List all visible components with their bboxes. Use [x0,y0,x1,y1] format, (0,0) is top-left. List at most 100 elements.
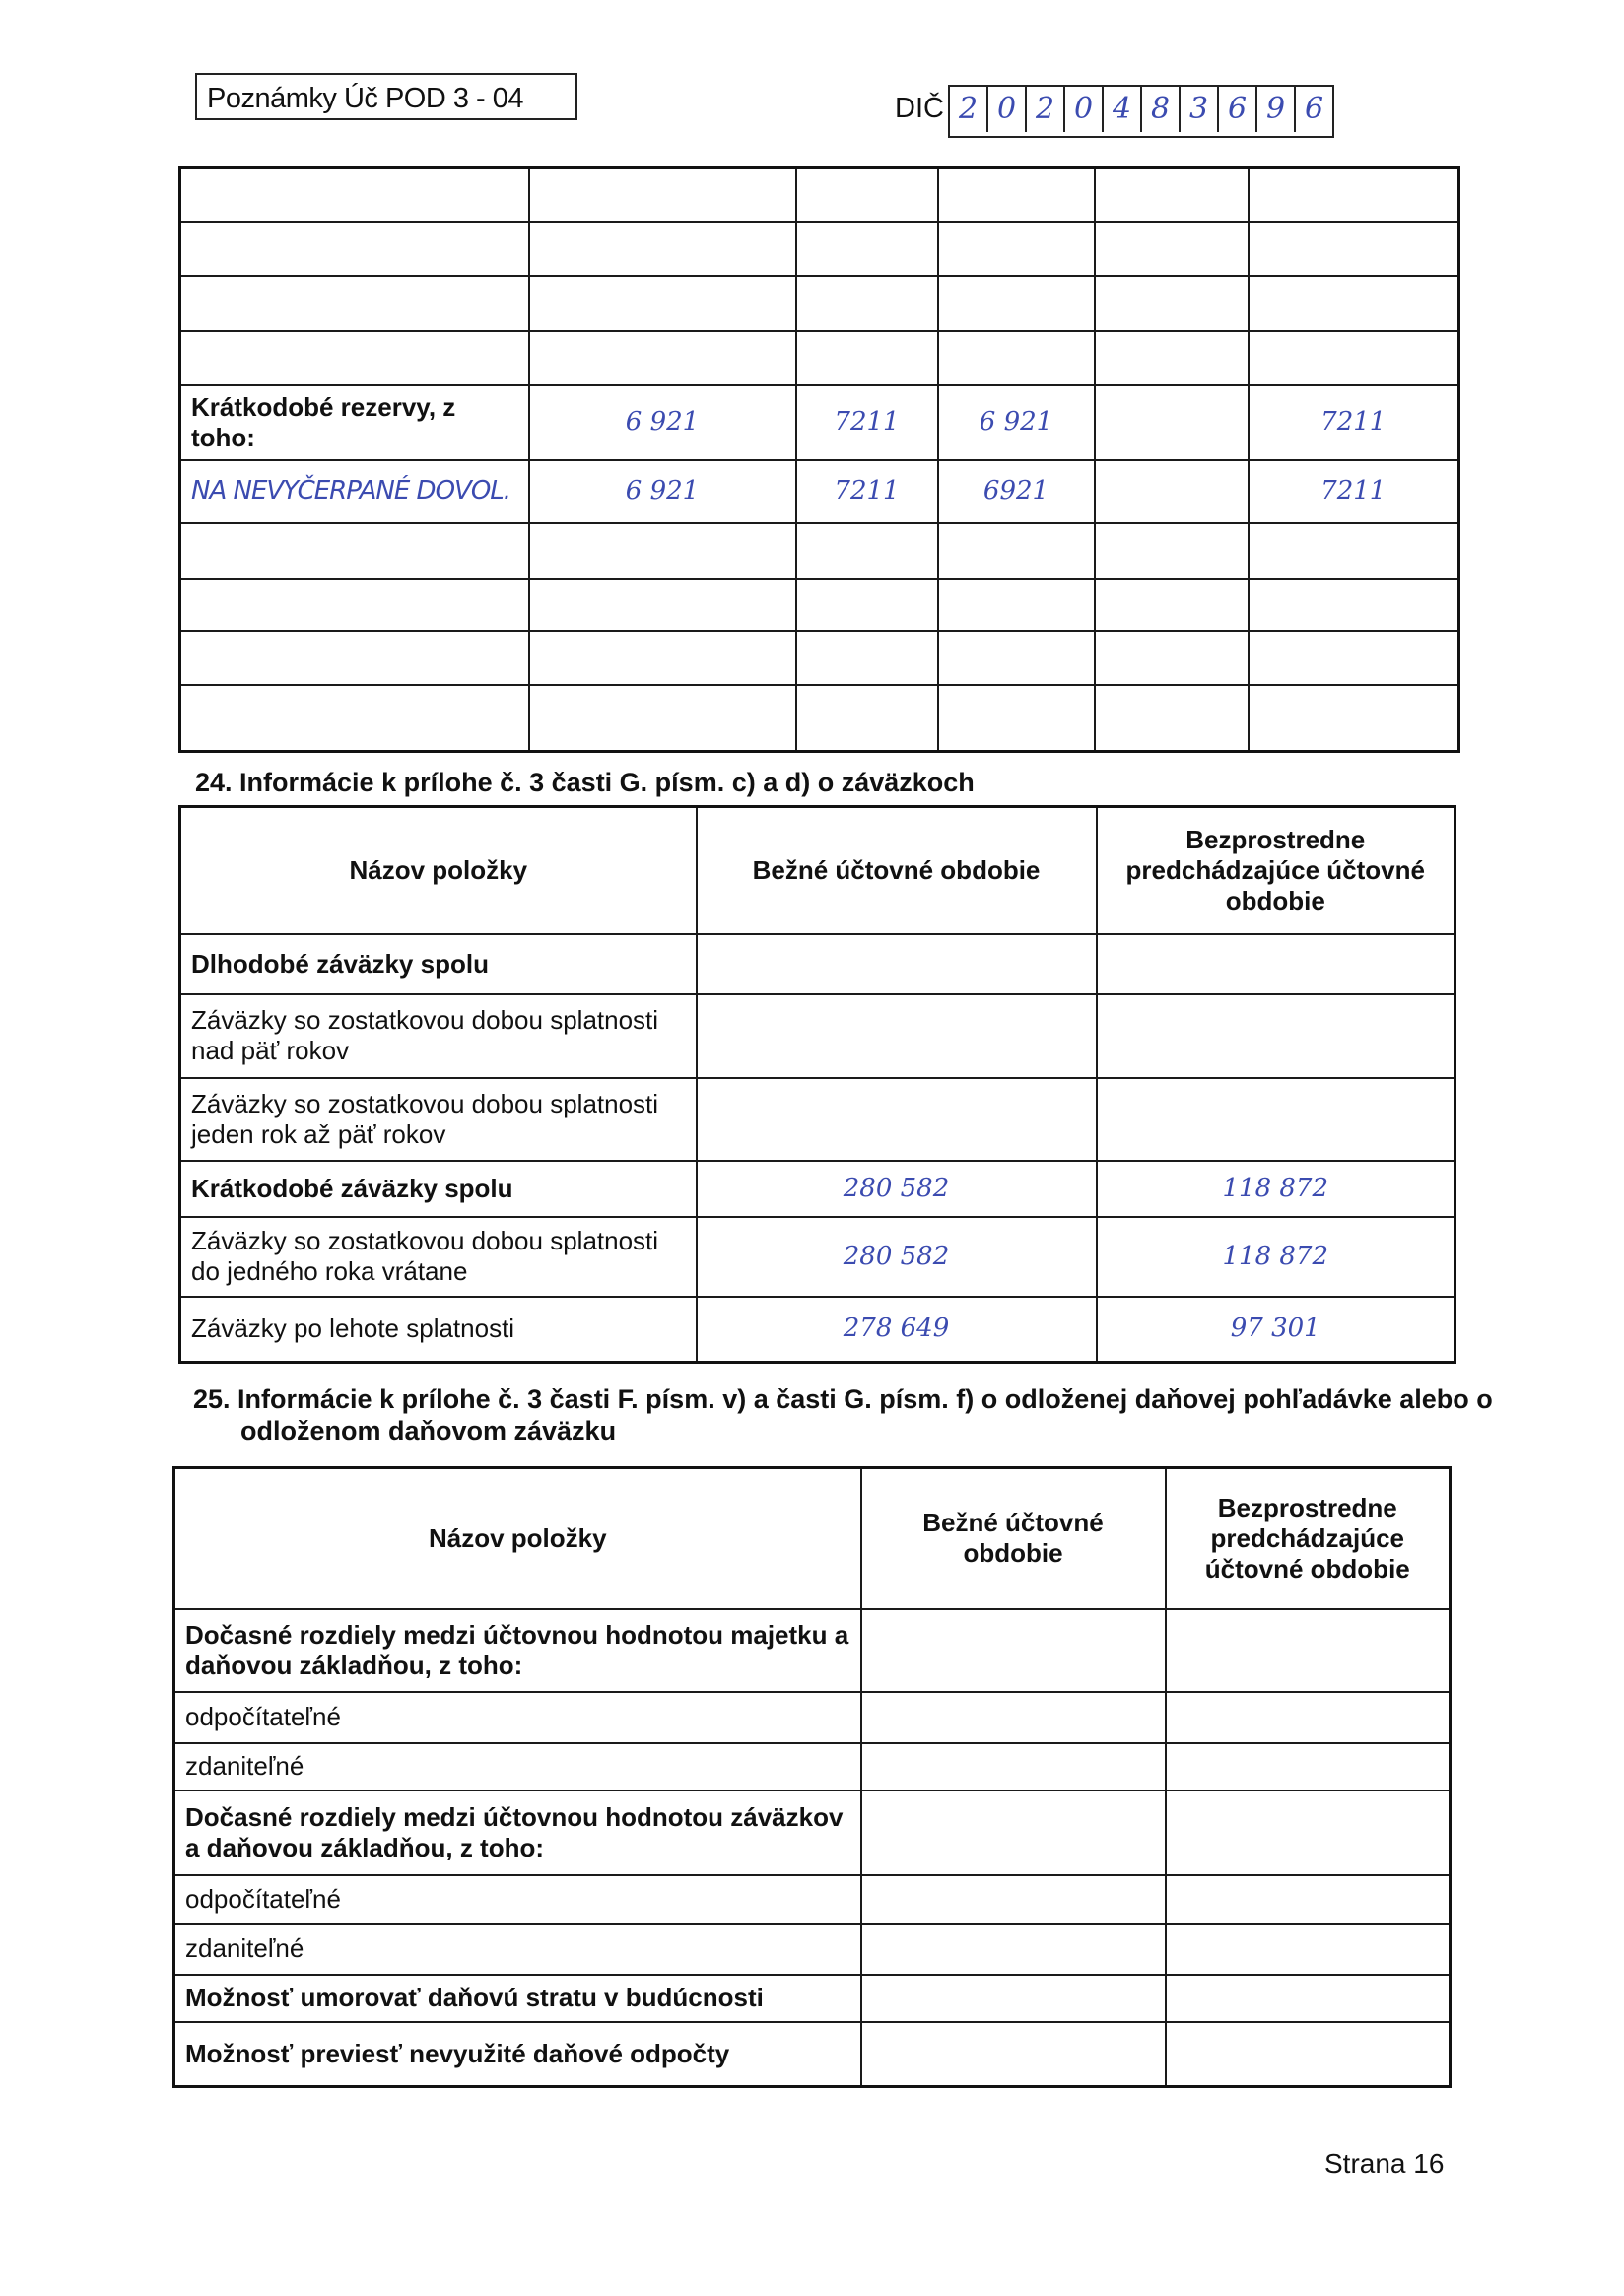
value-cell [794,220,939,277]
value-cell [936,166,1096,223]
value-cell [794,274,939,332]
row-label [178,577,530,632]
value-cell [527,629,797,686]
value-cell [527,220,797,277]
row-label: odpočítateľné [172,1690,862,1744]
value-cell [859,1690,1167,1744]
row-label [178,329,530,386]
value-cell: 278 649 [695,1295,1098,1364]
table-row: Krátkodobé záväzky spolu 280 582 118 872 [178,1159,1456,1218]
value-cell [527,329,797,386]
value-cell [527,521,797,580]
value-cell [1164,1741,1452,1791]
row-label: Záväzky so zostatkovou dobou splatnosti … [178,1215,698,1298]
table-row: Záväzky so zostatkovou dobou splatnosti … [178,1076,1456,1162]
value-cell [936,683,1096,753]
value-cell [794,329,939,386]
value-cell [1093,220,1250,277]
value-cell [936,220,1096,277]
value-cell [1164,1873,1452,1925]
table-row: Dlhodobé záväzky spolu [178,932,1456,995]
value-cell [1164,1922,1452,1976]
row-label: Krátkodobé rezervy, z toho: [178,383,530,461]
table-row [178,683,1460,753]
value-cell [1164,1607,1452,1693]
column-header: Bezprostredne predchádzajúce účtovné obd… [1164,1466,1452,1610]
value-cell [936,577,1096,632]
value-cell: 280 582 [695,1159,1098,1218]
table-row: Záväzky so zostatkovou dobou splatnosti … [178,992,1456,1079]
value-cell: 280 582 [695,1215,1098,1298]
row-label: odpočítateľné [172,1873,862,1925]
table-row: Dočasné rozdiely medzi účtovnou hodnotou… [172,1607,1452,1693]
dic-digit: 2 [1027,87,1065,132]
value-cell [1164,1789,1452,1876]
dic-digit: 9 [1257,87,1296,132]
value-cell: 118 872 [1095,1215,1456,1298]
column-header: Bežné účtovné obdobie [695,805,1098,935]
table-row: odpočítateľné [172,1690,1452,1744]
value-cell [1093,166,1250,223]
table-row: Záväzky so zostatkovou dobou splatnosti … [178,1215,1456,1298]
column-header: Názov položky [172,1466,862,1610]
dic-digit: 0 [988,87,1027,132]
row-label: zdaniteľné [172,1741,862,1791]
value-cell: 118 872 [1095,1159,1456,1218]
value-cell [1093,521,1250,580]
row-label: zdaniteľné [172,1922,862,1976]
value-cell [1247,329,1460,386]
row-label: NA NEVYČERPANÉ DOVOL. [178,458,530,524]
value-cell [1164,1973,1452,2023]
row-label [178,521,530,580]
table-row: zdaniteľné [172,1741,1452,1791]
table-row [178,274,1460,332]
value-cell [1247,521,1460,580]
dic-digit: 3 [1181,87,1219,132]
dic-digit: 6 [1219,87,1257,132]
row-label: Krátkodobé záväzky spolu [178,1159,698,1218]
value-cell: 6 921 [527,383,797,461]
table-deferred-tax: Názov položky Bežné účtovné obdobie Bezpro… [172,1466,1452,2088]
value-cell [1247,274,1460,332]
table-row: Dočasné rozdiely medzi účtovnou hodnotou… [172,1789,1452,1876]
table-row [178,629,1460,686]
value-cell [1093,274,1250,332]
table-row: odpočítateľné [172,1873,1452,1925]
dic-digit: 2 [950,87,988,132]
row-label [178,683,530,753]
row-label [178,220,530,277]
row-label: Záväzky so zostatkovou dobou splatnosti … [178,1076,698,1162]
value-cell [936,274,1096,332]
value-cell [936,521,1096,580]
value-cell [527,683,797,753]
value-cell [936,629,1096,686]
value-cell [1247,629,1460,686]
value-cell [859,1741,1167,1791]
value-cell [1247,220,1460,277]
value-cell: 7211 [1247,383,1460,461]
column-header: Názov položky [178,805,698,935]
value-cell: 97 301 [1095,1295,1456,1364]
row-label: Záväzky so zostatkovou dobou splatnosti … [178,992,698,1079]
table-row: Záväzky po lehote splatnosti 278 649 97 30… [178,1295,1456,1364]
table-row [178,329,1460,386]
value-cell [1164,1690,1452,1744]
value-cell [1164,2020,1452,2088]
dic-digit: 8 [1142,87,1181,132]
value-cell: 6921 [936,458,1096,524]
value-cell [527,577,797,632]
value-cell [1093,383,1250,461]
value-cell [859,1922,1167,1976]
value-cell [1247,166,1460,223]
row-label: Záväzky po lehote splatnosti [178,1295,698,1364]
value-cell [859,1973,1167,2023]
value-cell [695,932,1098,995]
table-row [178,166,1460,223]
row-label: Dočasné rozdiely medzi účtovnou hodnotou… [172,1789,862,1876]
section-24-title: 24. Informácie k prílohe č. 3 časti G. p… [195,768,975,797]
column-header: Bezprostredne predchádzajúce účtovné obd… [1095,805,1456,935]
value-cell [1247,577,1460,632]
value-cell [1093,577,1250,632]
table-row: Možnosť previesť nevyužité daňové odpočt… [172,2020,1452,2088]
row-label: Dlhodobé záväzky spolu [178,932,698,995]
